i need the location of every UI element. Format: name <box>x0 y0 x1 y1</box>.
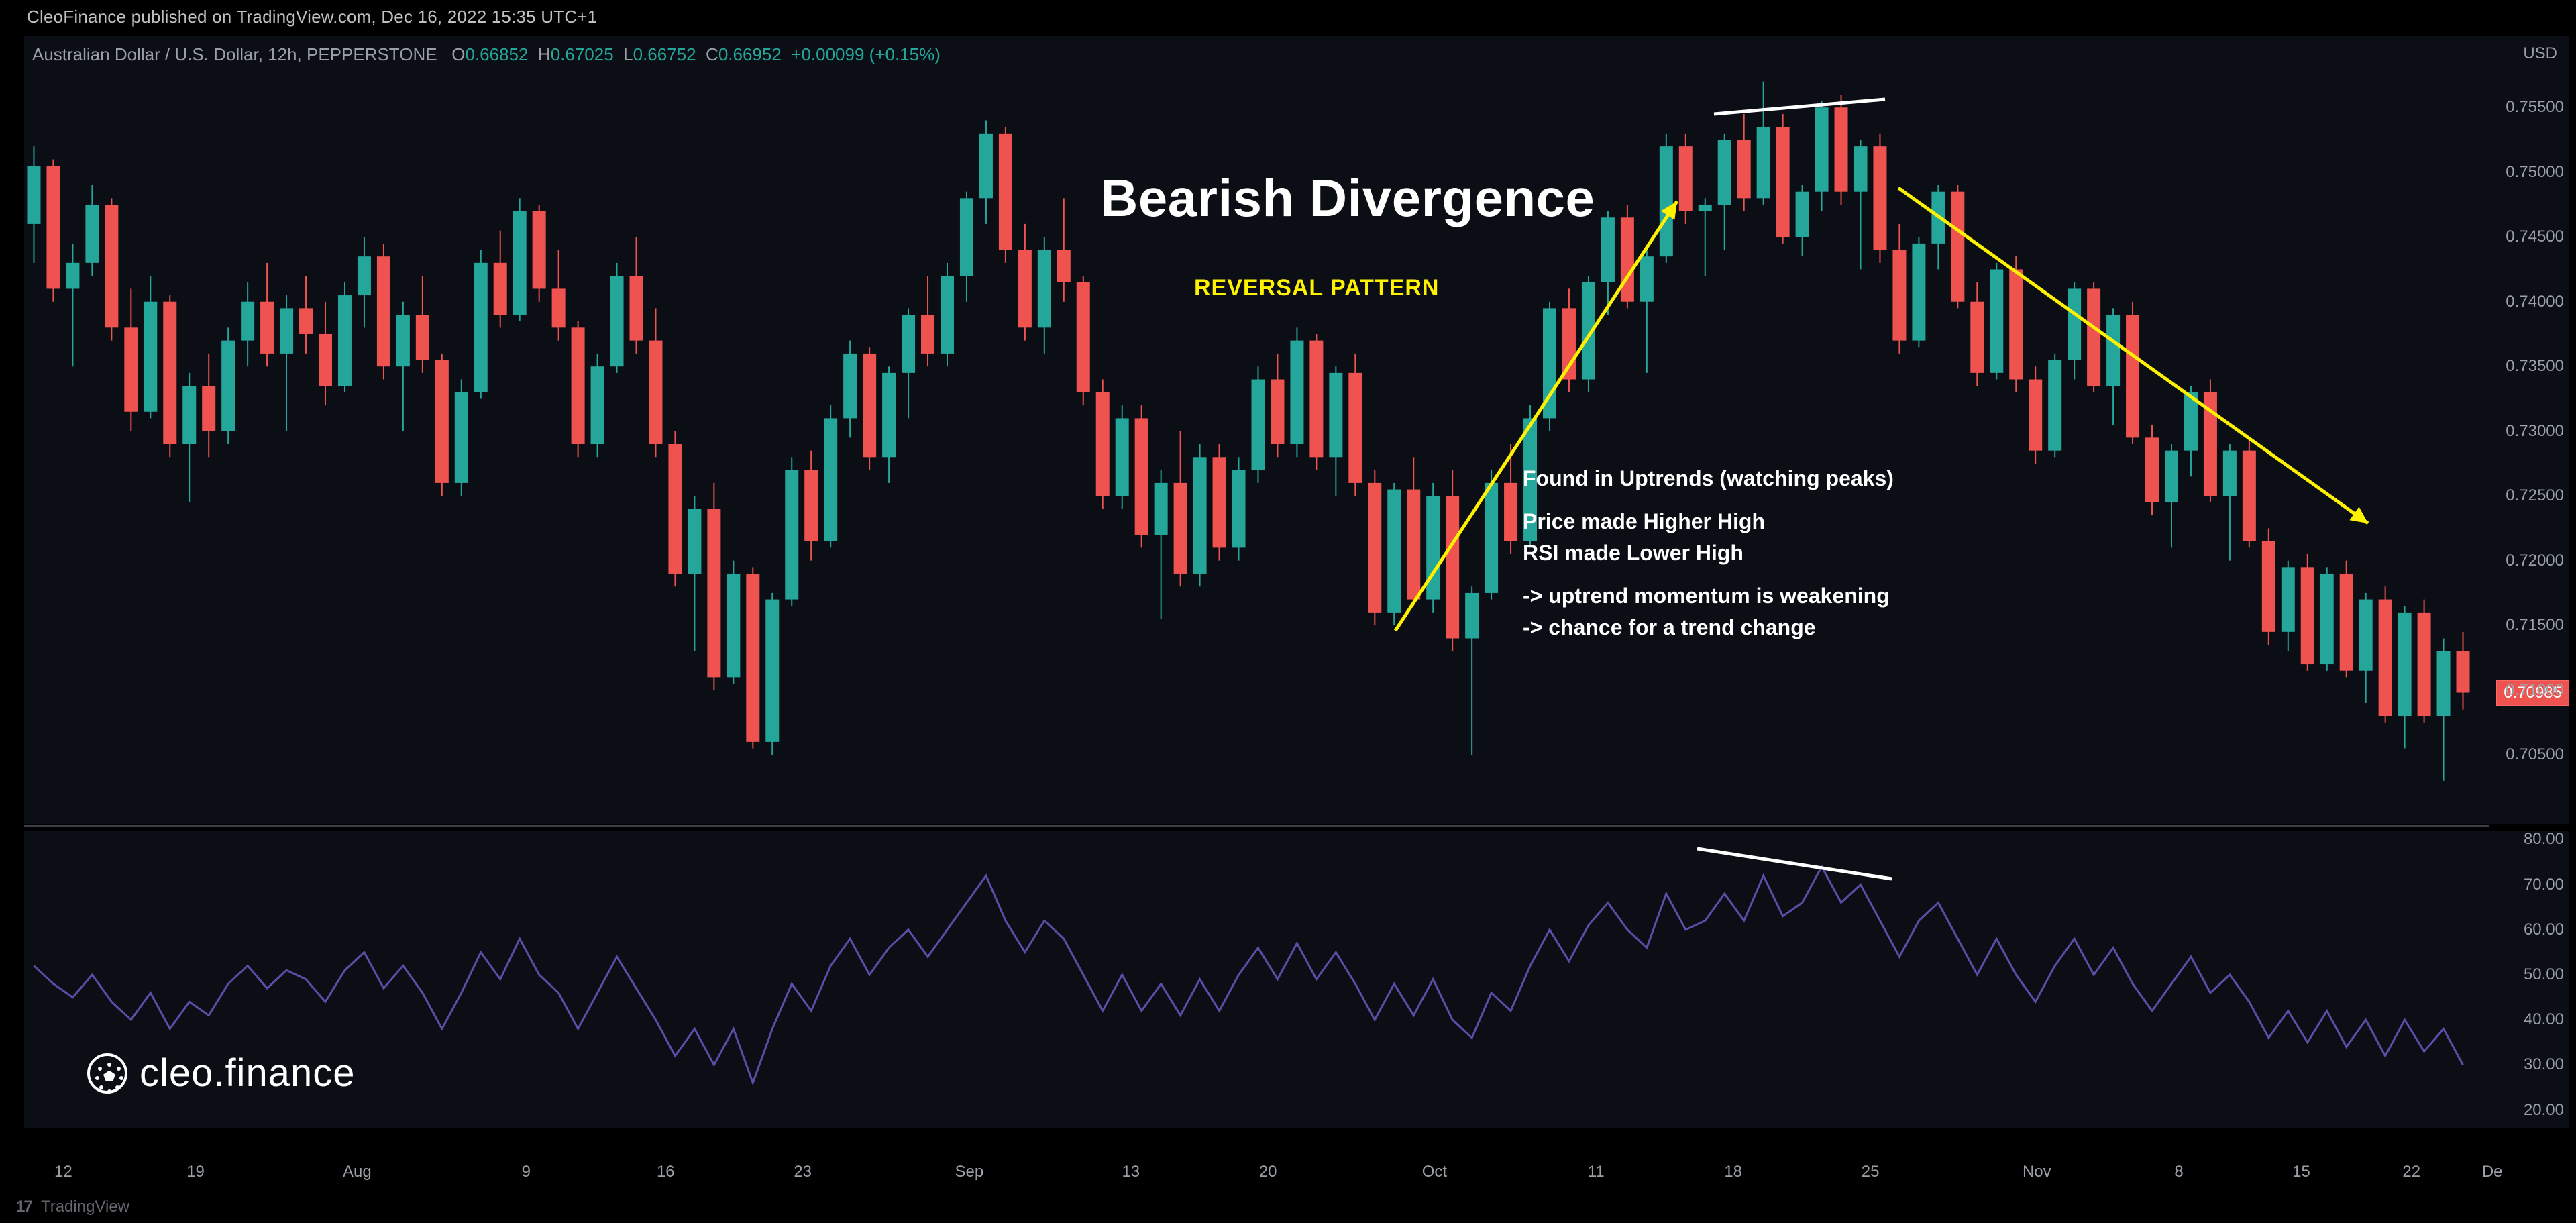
xaxis-tick: 15 <box>2292 1163 2310 1181</box>
annotation-body: Found in Uptrends (watching peaks) Price … <box>1523 463 1894 643</box>
xaxis-tick: Sep <box>955 1163 984 1181</box>
xaxis-tick: 20 <box>1259 1163 1277 1181</box>
xaxis-tick: 16 <box>657 1163 675 1181</box>
price-ytick: 0.70500 <box>2506 745 2564 764</box>
annotation-subtitle: REVERSAL PATTERN <box>1194 275 1439 301</box>
price-ytick: 0.73000 <box>2506 422 2564 441</box>
rsi-ytick: 40.00 <box>2524 1010 2564 1029</box>
annotation-body-line: -> uptrend momentum is weakening <box>1523 580 1894 611</box>
xaxis-tick: 8 <box>2174 1163 2183 1181</box>
xaxis-tick: 9 <box>522 1163 531 1181</box>
xaxis-tick: 11 <box>1588 1163 1605 1181</box>
price-ytick: 0.75000 <box>2506 163 2564 182</box>
xaxis-tick: 18 <box>1724 1163 1742 1181</box>
price-ytick: 0.71500 <box>2506 616 2564 635</box>
cleo-logo-icon <box>87 1053 127 1094</box>
watermark: cleo.finance <box>87 1051 356 1096</box>
annotation-body-line: Found in Uptrends (watching peaks) <box>1523 463 1894 494</box>
chart-frame: CleoFinance published on TradingView.com… <box>0 0 2576 1223</box>
xaxis-tick: 22 <box>2402 1163 2420 1181</box>
rsi-ytick: 20.00 <box>2524 1101 2564 1120</box>
xaxis-tick: 25 <box>1862 1163 1880 1181</box>
xaxis-tick: 13 <box>1122 1163 1140 1181</box>
xaxis-tick: Oct <box>1422 1163 1447 1181</box>
xaxis-tick: 23 <box>794 1163 812 1181</box>
price-ytick: 0.75500 <box>2506 98 2564 117</box>
price-ytick: 0.74500 <box>2506 227 2564 246</box>
rsi-ytick: 50.00 <box>2524 965 2564 984</box>
annotation-body-line: -> chance for a trend change <box>1523 612 1894 643</box>
annotation-body-line: RSI made Lower High <box>1523 537 1894 568</box>
xaxis-tick: 19 <box>186 1163 205 1181</box>
price-ytick: 0.72000 <box>2506 551 2564 570</box>
xaxis-tick: Nov <box>2023 1163 2051 1181</box>
rsi-ytick: 60.00 <box>2524 920 2564 939</box>
price-ytick: 0.73500 <box>2506 357 2564 376</box>
rsi-ytick: 70.00 <box>2524 875 2564 894</box>
xaxis-tick: 12 <box>54 1163 72 1181</box>
attribution-text: TradingView <box>41 1198 129 1216</box>
price-ytick: 0.72500 <box>2506 486 2564 505</box>
rsi-ytick: 80.00 <box>2524 830 2564 849</box>
xaxis-tick: Aug <box>343 1163 372 1181</box>
annotation-body-line: Price made Higher High <box>1523 506 1894 537</box>
tradingview-attribution: 17 TradingView <box>16 1198 129 1216</box>
price-ytick: 0.71000 <box>2506 681 2564 700</box>
watermark-text: cleo.finance <box>140 1051 356 1096</box>
price-ytick: 0.74000 <box>2506 293 2564 311</box>
rsi-ytick: 30.00 <box>2524 1055 2564 1074</box>
xaxis-tick: De <box>2482 1163 2503 1181</box>
tradingview-logo-icon: 17 <box>16 1198 32 1216</box>
annotation-title: Bearish Divergence <box>1100 168 1595 229</box>
